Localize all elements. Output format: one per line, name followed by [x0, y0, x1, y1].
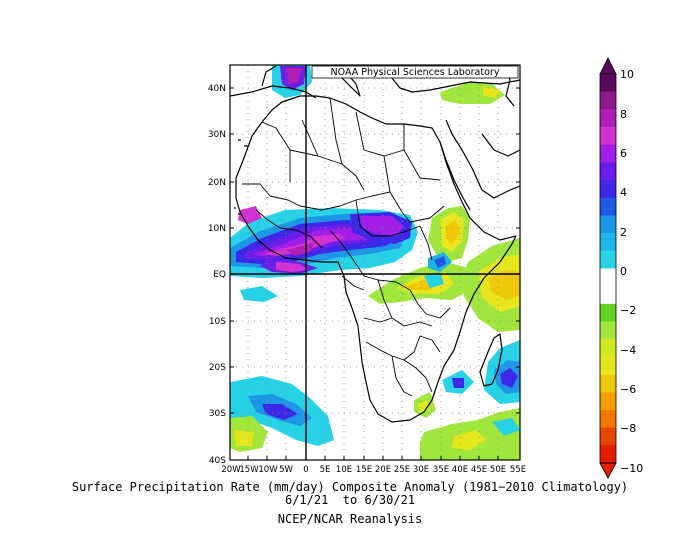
longitude-labels: 20W 15W 10W 5W 0 5E 10E 15E 20E 25E 30E … — [221, 465, 526, 475]
greece-turkey-coast — [383, 65, 520, 93]
lon-label: 25E — [394, 465, 410, 475]
colorbar — [599, 57, 617, 479]
colorbar-cell — [600, 91, 616, 110]
lat-label: 20N — [208, 178, 226, 188]
lat-label: 40N — [208, 84, 226, 94]
lon-label: 10E — [336, 465, 352, 475]
lon-label: 15W — [239, 465, 259, 475]
mediterranean-north — [230, 85, 317, 99]
colorbar-cell — [600, 409, 616, 428]
colorbar-tick-label: 6 — [620, 147, 627, 160]
lon-label: 20E — [375, 465, 391, 475]
source-label-box — [311, 65, 519, 79]
lon-label: 5W — [279, 465, 293, 475]
colorbar-cell — [600, 268, 616, 287]
colorbar-outline — [599, 73, 617, 464]
colorbar-cell — [600, 162, 616, 181]
colorbar-cell — [600, 392, 616, 411]
colorbar-tick-label: 10 — [620, 68, 634, 81]
country-borders — [242, 97, 451, 397]
colorbar-tick-label: −10 — [620, 462, 643, 475]
colorbar-cell — [600, 233, 616, 252]
cape-verde — [234, 207, 240, 215]
caption-title: Surface Precipitation Rate (mm/day) Comp… — [71, 480, 629, 494]
colorbar-cell — [600, 286, 616, 305]
arabian-coastline — [445, 119, 520, 199]
lon-label: 40E — [452, 465, 468, 475]
latitude-labels: 40N 30N 20N 10N EQ 10S 20S 30S 40S — [208, 84, 226, 466]
colorbar-tick-label: −6 — [620, 383, 636, 396]
colorbar-cell — [600, 144, 616, 163]
lat-label: 10S — [209, 317, 226, 327]
colorbar-tick-label: −4 — [620, 344, 636, 357]
latitude-ticks — [230, 87, 520, 414]
colorbar-cell — [600, 339, 616, 358]
colorbar-tick-label: 8 — [620, 108, 627, 121]
colorbar-cell — [600, 321, 616, 340]
colorbar-cell — [600, 197, 616, 216]
colorbar-cell — [600, 250, 616, 269]
colorbar-cell — [600, 127, 616, 146]
colorbar-tick-label: −2 — [620, 304, 636, 317]
colorbar-bottom-arrow — [599, 462, 617, 479]
lon-label: 15E — [356, 465, 372, 475]
colorbar-tick-label: −8 — [620, 422, 636, 435]
canary-islands — [238, 139, 248, 147]
lon-label: 10W — [258, 465, 278, 475]
caption-dataset: NCEP/NCAR Reanalysis — [277, 512, 423, 526]
colorbar-cell — [600, 374, 616, 393]
iberia-coast — [261, 65, 277, 87]
colorbar-cell — [600, 303, 616, 322]
lon-label: 20W — [221, 465, 241, 475]
lon-label: 5E — [320, 465, 331, 475]
colorbar-cell — [600, 445, 616, 464]
lon-label: 45E — [471, 465, 487, 475]
lat-label: 30S — [209, 409, 226, 419]
red-sea-coast — [439, 141, 471, 211]
colorbar-top-arrow — [599, 57, 617, 75]
lon-label: 50E — [490, 465, 506, 475]
colorbar-tick-label: 4 — [620, 186, 627, 199]
colorbar-cell — [600, 109, 616, 128]
colorbar-tick-label: 0 — [620, 265, 627, 278]
lat-label: 30N — [208, 130, 226, 140]
lon-label: 55E — [510, 465, 526, 475]
colorbar-cell — [600, 356, 616, 375]
lon-label: 0 — [303, 465, 308, 475]
lat-label: 20S — [209, 363, 226, 373]
persian-gulf — [481, 133, 520, 157]
africa-coastline — [235, 95, 517, 423]
lat-label: 40S — [209, 456, 226, 466]
lat-label: 10N — [208, 224, 226, 234]
colorbar-tick-label: 2 — [620, 226, 627, 239]
madagascar-coastline — [479, 333, 503, 387]
anomaly-field — [230, 65, 520, 460]
lon-label: 35E — [433, 465, 449, 475]
source-label: NOAA Physical Sciences Laboratory — [331, 67, 500, 78]
lon-label: 30E — [413, 465, 429, 475]
caption-date-range: 6/1/21 to 6/30/21 — [284, 493, 416, 507]
colorbar-cell — [600, 215, 616, 234]
longitude-ticks — [247, 456, 499, 460]
lat-label: EQ — [213, 270, 226, 280]
colorbar-cell — [600, 427, 616, 446]
map-frame — [229, 64, 521, 461]
colorbar-labels: 10 8 6 4 2 0 −2 −4 −6 −8 −10 — [620, 68, 643, 475]
colorbar-cell — [600, 74, 616, 92]
colorbar-cell — [600, 180, 616, 199]
